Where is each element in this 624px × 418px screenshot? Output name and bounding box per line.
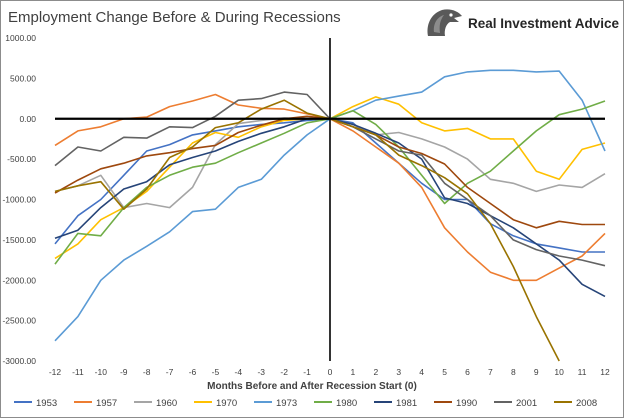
x-tick-label: 2 <box>373 367 378 377</box>
legend-item-2001: 2001 <box>494 398 537 412</box>
legend-label: 1953 <box>36 398 58 409</box>
legend: 1953 1957 1960 1970 1973 1980 1981 1990 2001 2008 <box>14 398 614 412</box>
legend-item-1957: 1957 <box>74 398 117 412</box>
y-tick-label: 1000.00 <box>5 33 36 43</box>
y-tick-label: -1500.00 <box>2 235 36 245</box>
y-tick-label: 0.00 <box>19 114 36 124</box>
x-tick-label: -7 <box>166 367 174 377</box>
x-tick-label: 10 <box>554 367 564 377</box>
y-axis-ticks: 1000.00 500.00 0.00 -500.00 -1000.00 -1500.00… <box>2 33 36 366</box>
axes <box>55 38 605 361</box>
legend-label: 2008 <box>576 398 598 409</box>
legend-item-1970: 1970 <box>194 398 237 412</box>
brand-logo-block: Real Investment Advice <box>424 6 620 40</box>
legend-label: 1970 <box>216 398 238 409</box>
x-tick-label: -6 <box>189 367 197 377</box>
legend-swatch <box>254 401 272 404</box>
legend-label: 1960 <box>156 398 178 409</box>
x-tick-label: -11 <box>72 367 84 377</box>
x-tick-label: -9 <box>120 367 128 377</box>
x-tick-label: 0 <box>328 367 333 377</box>
y-tick-label: -3000.00 <box>2 356 36 366</box>
x-tick-label: -8 <box>143 367 151 377</box>
legend-item-1973: 1973 <box>254 398 297 412</box>
brand-name: Real Investment Advice <box>468 16 620 31</box>
x-tick-label: -1 <box>303 367 311 377</box>
eagle-head-logo <box>427 9 462 36</box>
y-tick-label: -1000.00 <box>2 195 36 205</box>
x-tick-label: 6 <box>465 367 470 377</box>
legend-swatch <box>74 401 92 404</box>
y-tick-label: -500.00 <box>7 154 36 164</box>
x-tick-label: -12 <box>49 367 62 377</box>
legend-swatch <box>314 401 332 404</box>
legend-label: 1980 <box>336 398 358 409</box>
chart-title: Employment Change Before & During Recess… <box>8 9 341 26</box>
x-tick-label: 8 <box>511 367 516 377</box>
x-tick-label: 12 <box>600 367 610 377</box>
legend-swatch <box>374 401 392 404</box>
x-tick-label: -3 <box>257 367 265 377</box>
x-tick-label: -5 <box>212 367 220 377</box>
legend-label: 1981 <box>396 398 418 409</box>
x-tick-label: 9 <box>534 367 539 377</box>
x-tick-label: -2 <box>280 367 288 377</box>
series-line-2008 <box>54 99 560 362</box>
legend-swatch <box>134 401 152 404</box>
legend-swatch <box>194 401 212 404</box>
legend-swatch <box>494 401 512 404</box>
legend-label: 1973 <box>276 398 298 409</box>
legend-item-1960: 1960 <box>134 398 177 412</box>
x-tick-label: 4 <box>419 367 424 377</box>
legend-label: 1957 <box>96 398 118 409</box>
y-tick-label: -2500.00 <box>2 316 36 326</box>
x-axis-label: Months Before and After Recession Start … <box>207 381 417 392</box>
legend-label: 1990 <box>456 398 478 409</box>
legend-item-1980: 1980 <box>314 398 357 412</box>
x-tick-label: -10 <box>95 367 108 377</box>
legend-swatch <box>434 401 452 404</box>
x-tick-label: 7 <box>488 367 493 377</box>
legend-item-1953: 1953 <box>14 398 57 412</box>
legend-swatch <box>554 401 572 404</box>
legend-label: 2001 <box>516 398 538 409</box>
legend-item-1981: 1981 <box>374 398 417 412</box>
y-tick-label: -2000.00 <box>2 275 36 285</box>
x-tick-label: 5 <box>442 367 447 377</box>
x-tick-label: 1 <box>351 367 356 377</box>
x-tick-label: 11 <box>578 367 587 377</box>
legend-item-2008: 2008 <box>554 398 597 412</box>
x-axis-ticks: -12 -11 -10 -9 -8 -7 -6 -5 -4 -3 -2 -1 0 1 2 3 4 5 6 7 8 9 10 1… <box>49 367 610 377</box>
legend-item-1990: 1990 <box>434 398 477 412</box>
y-tick-label: 500.00 <box>10 73 36 83</box>
x-tick-label: -4 <box>235 367 243 377</box>
legend-swatch <box>14 401 32 404</box>
x-tick-label: 3 <box>396 367 401 377</box>
